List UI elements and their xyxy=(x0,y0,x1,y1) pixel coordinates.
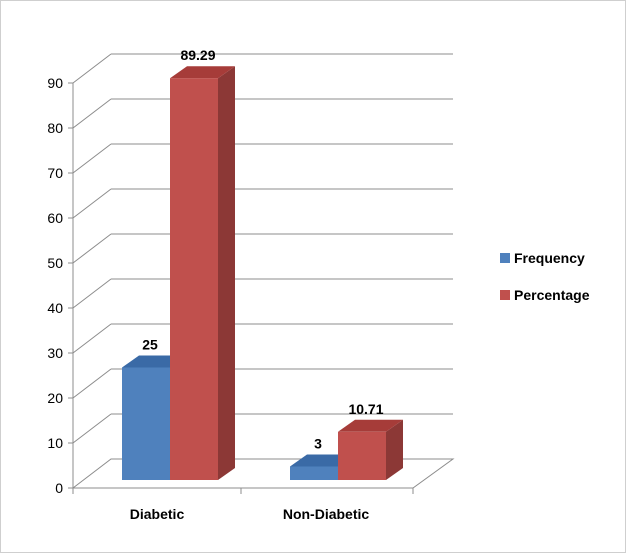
legend-swatch xyxy=(500,253,510,263)
x-category-label: Diabetic xyxy=(130,506,185,522)
y-tick-label: 80 xyxy=(47,120,63,136)
gridline-diagonal xyxy=(72,323,112,354)
bar-side xyxy=(218,66,235,480)
legend: Frequency Percentage xyxy=(500,250,590,303)
gridline-diagonal xyxy=(72,278,112,309)
floor xyxy=(71,458,455,489)
bar-front xyxy=(338,431,386,480)
x-category-label: Non-Diabetic xyxy=(283,506,370,522)
y-tick-label: 40 xyxy=(47,300,63,316)
gridline-diagonal xyxy=(72,368,112,399)
y-tick-label: 20 xyxy=(47,390,63,406)
gridline-diagonal xyxy=(72,53,112,84)
legend-label: Percentage xyxy=(514,287,590,303)
gridline-diagonal xyxy=(72,143,112,174)
y-tick-label: 10 xyxy=(47,435,63,451)
gridline-diagonal xyxy=(72,98,112,129)
bar-front xyxy=(122,367,170,480)
data-label: 10.71 xyxy=(348,401,383,417)
bar-front xyxy=(170,78,218,480)
data-labels: 25 89.29 3 10.71 xyxy=(142,47,384,451)
gridline-diagonal xyxy=(72,413,112,444)
y-tick-label: 60 xyxy=(47,210,63,226)
bar-percentage-non-diabetic xyxy=(338,419,403,480)
data-label: 89.29 xyxy=(180,47,215,63)
y-axis: 0 10 20 30 40 50 60 70 80 90 xyxy=(47,75,73,496)
bars xyxy=(122,66,403,480)
y-tick-label: 90 xyxy=(47,75,63,91)
bar-percentage-diabetic xyxy=(170,66,235,480)
bar-front xyxy=(290,466,338,480)
data-label: 25 xyxy=(142,337,158,353)
bar-side xyxy=(386,419,403,480)
y-tick-label: 50 xyxy=(47,255,63,271)
gridline-diagonal xyxy=(72,233,112,264)
y-tick-label: 30 xyxy=(47,345,63,361)
bar-top xyxy=(170,66,235,79)
legend-swatch xyxy=(500,290,510,300)
y-tick-label: 0 xyxy=(55,480,63,496)
x-axis: Diabetic Non-Diabetic xyxy=(72,488,414,522)
y-tick-label: 70 xyxy=(47,165,63,181)
bar-top xyxy=(338,419,403,432)
data-label: 3 xyxy=(314,436,322,452)
legend-label: Frequency xyxy=(514,250,585,266)
chart-walls xyxy=(71,83,455,489)
gridline-diagonal xyxy=(72,188,112,219)
